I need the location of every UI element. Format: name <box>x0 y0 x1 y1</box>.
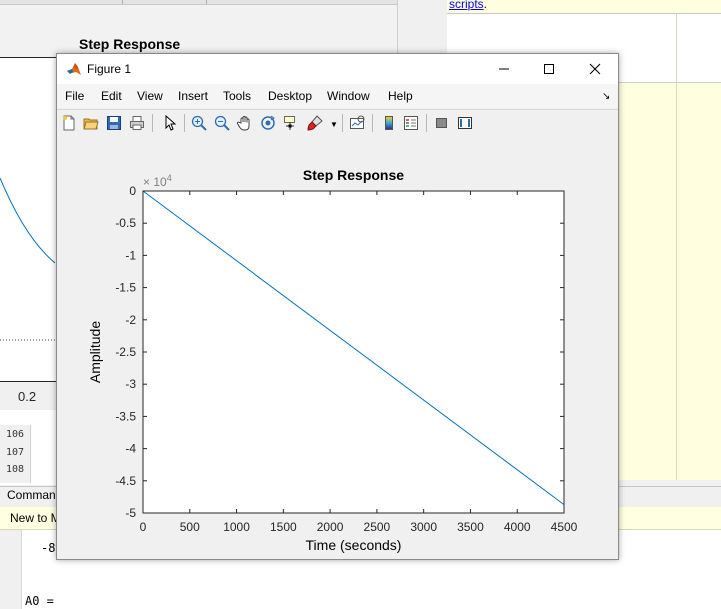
rotate-3d-icon[interactable] <box>258 113 278 133</box>
background-plot-line <box>0 177 56 264</box>
y-tick-label: -4 <box>125 442 136 456</box>
print-icon[interactable] <box>127 113 147 133</box>
menu-tools[interactable]: Tools <box>223 89 252 103</box>
help-browser-link[interactable]: scripts. <box>449 0 487 11</box>
x-tick-label: 500 <box>180 520 200 534</box>
legend-icon[interactable] <box>401 113 421 133</box>
menu-bar <box>57 84 618 108</box>
menu-desktop[interactable]: Desktop <box>268 89 313 103</box>
zoom-in-icon[interactable] <box>189 113 209 133</box>
step-response-chart[interactable]: 0 500 1000 1500 2000 2500 3000 3500 4000 4500 0 -0.… <box>57 138 616 557</box>
plot-area <box>143 191 564 513</box>
background-figure-header <box>0 5 397 58</box>
y-axis-label: Amplitude <box>87 321 103 383</box>
close-button[interactable] <box>572 54 618 84</box>
x-tick-label: 1000 <box>223 520 250 534</box>
link-plot-icon[interactable] <box>347 113 367 133</box>
axes-box <box>142 190 565 514</box>
y-tick-label: -0.5 <box>115 216 136 230</box>
background-toolstrip <box>0 0 397 5</box>
background-plot-title: Step Response <box>79 36 181 52</box>
toolbar-separator <box>152 114 153 132</box>
y-exponent-power: 4 <box>167 173 172 183</box>
y-tick-label: -1.5 <box>115 281 136 295</box>
y-tick-label: -2 <box>125 313 136 327</box>
window-title: Figure 1 <box>87 62 132 76</box>
x-tick-label: 2500 <box>364 520 391 534</box>
help-browser-top <box>447 0 721 14</box>
save-icon[interactable] <box>104 113 124 133</box>
y-tick-label: -4.5 <box>115 474 136 488</box>
x-tick-label: 4500 <box>551 520 578 534</box>
menu-window[interactable]: Window <box>327 89 370 103</box>
x-axis-label: Time (seconds) <box>306 537 402 553</box>
maximize-icon <box>544 64 554 74</box>
y-tick-label: -2.5 <box>115 345 136 359</box>
y-exponent-label: × 104 <box>143 173 172 189</box>
y-tick-label: -3 <box>125 377 136 391</box>
minimize-button[interactable] <box>481 54 527 84</box>
colorbar-icon[interactable] <box>379 113 399 133</box>
matlab-logo-icon <box>66 62 82 76</box>
editor-line-number: 107 <box>6 447 25 458</box>
help-link-text[interactable]: scripts <box>449 0 484 11</box>
close-icon <box>589 63 601 75</box>
help-link-period: . <box>483 0 488 11</box>
command-output-line: -8 <box>41 541 56 555</box>
zoom-out-icon[interactable] <box>212 113 232 133</box>
toolbar-separator <box>372 114 373 132</box>
show-plot-tools-icon[interactable] <box>455 113 475 133</box>
background-x-tick: 0.2 <box>18 389 37 404</box>
new-to-matlab-text[interactable]: New to M <box>10 511 61 525</box>
x-tick-label: 1500 <box>270 520 297 534</box>
menu-insert[interactable]: Insert <box>178 89 209 103</box>
toolbar-separator <box>342 114 343 132</box>
editor-line-number: 106 <box>6 429 25 440</box>
menu-help[interactable]: Help <box>388 89 413 103</box>
toolbar-separator <box>184 114 185 132</box>
y-tick-label: 0 <box>129 184 136 198</box>
step-response-line <box>142 190 565 506</box>
x-tick-label: 3000 <box>410 520 437 534</box>
y-tick-label: -1 <box>125 248 136 262</box>
y-tick-label: -3.5 <box>115 409 136 423</box>
x-tick-label: 3500 <box>457 520 484 534</box>
background-divider <box>206 0 207 4</box>
brush-dropdown-icon[interactable]: ▼ <box>330 120 338 129</box>
x-tick-label: 4000 <box>504 520 531 534</box>
minimize-icon <box>499 68 509 70</box>
brush-icon[interactable] <box>305 113 325 133</box>
command-output-line: A0 = <box>25 594 54 608</box>
edit-plot-arrow-icon[interactable] <box>160 113 180 133</box>
figure-window: Figure 1 File Edit View Insert Tools Des… <box>56 53 619 560</box>
new-figure-icon[interactable] <box>59 113 79 133</box>
x-tick-label: 0 <box>140 520 147 534</box>
toolbar-separator <box>426 114 427 132</box>
command-window-tab[interactable]: Comman <box>7 488 56 502</box>
hide-plot-tools-icon[interactable] <box>432 113 452 133</box>
editor-line-number: 108 <box>6 464 25 475</box>
menu-file[interactable]: File <box>65 89 85 103</box>
data-cursor-icon[interactable] <box>281 113 301 133</box>
chart-title: Step Response <box>303 167 404 183</box>
x-tick-label: 2000 <box>317 520 344 534</box>
editor-gutter <box>0 425 31 483</box>
menu-edit[interactable]: Edit <box>101 89 122 103</box>
maximize-button[interactable] <box>526 54 572 84</box>
background-divider <box>122 0 123 4</box>
dock-arrow-icon[interactable]: ↘ <box>602 91 611 102</box>
pan-hand-icon[interactable] <box>235 113 255 133</box>
menu-view[interactable]: View <box>137 89 163 103</box>
y-tick-label: -5 <box>125 506 136 520</box>
command-window-gutter <box>0 530 22 609</box>
open-file-icon[interactable] <box>81 113 101 133</box>
title-bar[interactable] <box>57 54 618 84</box>
help-browser-divider <box>676 14 677 480</box>
